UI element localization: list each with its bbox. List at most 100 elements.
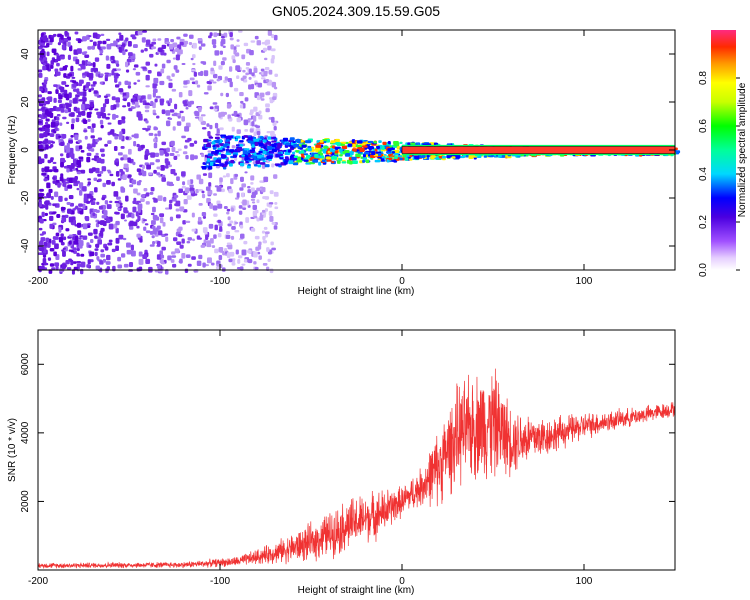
spectrogram-noise-cell [86, 152, 92, 157]
spectrogram-noise-cell [186, 241, 191, 244]
spectrogram-noise-cell [174, 248, 180, 253]
spectrogram-noise-cell [148, 132, 154, 136]
spectrogram-noise-cell [231, 145, 236, 149]
spectrogram-tone-cell [381, 146, 385, 150]
spectrogram-y-tick-label: 40 [20, 48, 31, 60]
snr-x-ticks: -200 -100 0 100 [28, 330, 593, 587]
spectrogram-noise-cell [140, 198, 145, 202]
spectrogram-tone-cell [362, 153, 366, 158]
spectrogram-tone-cell [211, 150, 216, 155]
spectrogram-noise-cell [140, 194, 146, 198]
spectrogram-noise-cell [88, 145, 93, 149]
spectrogram-noise-cell [133, 82, 137, 85]
spectrogram-noise-cell [88, 244, 92, 249]
spectrogram-noise-cell [270, 241, 274, 246]
spectrogram-tone-cell [315, 144, 322, 148]
spectrogram-noise-cell [104, 74, 109, 78]
spectrogram-noise-cell [214, 122, 219, 129]
spectrogram-noise-cell [81, 65, 86, 70]
spectrogram-noise-cell [53, 97, 57, 103]
snr-y-tick-label: 2000 [20, 490, 31, 513]
spectrogram-noise-cell [110, 55, 115, 60]
spectrogram-tone-cell [262, 150, 267, 155]
spectrogram-noise-cell [206, 243, 212, 248]
spectrogram-noise-cell [175, 54, 180, 61]
spectrogram-tone-cell [398, 157, 403, 161]
spectrogram-noise-cell [232, 59, 236, 64]
spectrogram-tone-cell [317, 151, 322, 155]
spectrogram-tone-cell [235, 144, 240, 147]
spectrogram-noise-cell [176, 241, 182, 245]
spectrogram-noise-cell [248, 68, 252, 75]
spectrogram-noise-cell [63, 165, 68, 169]
spectrogram-noise-cell [268, 204, 273, 208]
spectrogram-noise-cell [68, 216, 74, 223]
spectrogram-noise-cell [122, 105, 127, 108]
spectrogram-noise-cell [60, 34, 64, 40]
spectrogram-noise-cell [96, 256, 100, 261]
spectrogram-noise-cell [39, 57, 43, 61]
spectrogram-tone-cell [335, 138, 340, 142]
spectrogram-noise-cell [145, 258, 151, 265]
spectrogram-noise-cell [115, 84, 120, 88]
spectrogram-noise-cell [196, 235, 201, 240]
spectrogram-noise-cell [214, 224, 218, 231]
spectrogram-noise-cell [160, 254, 165, 259]
spectrogram-tone-cell [214, 150, 219, 154]
snr-x-tick-label: 100 [576, 576, 593, 587]
spectrogram-noise-cell [253, 131, 257, 137]
spectrogram-tone-cell [287, 149, 292, 153]
spectrogram-noise-cell [68, 113, 74, 117]
spectrogram-noise-cell [101, 46, 106, 50]
spectrogram-tone-cell [201, 166, 207, 170]
spectrogram-noise-cell [213, 234, 217, 239]
spectrogram-noise-cell [203, 70, 209, 77]
spectrogram-noise-cell [185, 254, 191, 258]
spectrogram-noise-cell [102, 40, 107, 45]
spectrogram-noise-cell [115, 227, 119, 234]
spectrogram-noise-cell [144, 48, 148, 52]
spectrogram-noise-cell [191, 256, 196, 260]
spectrogram-noise-cell [212, 102, 218, 105]
spectrogram-noise-cell [221, 189, 225, 192]
spectrogram-noise-cell [115, 170, 120, 177]
spectrogram-tone-cell [430, 155, 436, 158]
spectrogram-noise-cell [118, 46, 122, 53]
spectrogram-noise-cell [49, 112, 54, 118]
spectrogram-noise-cell [77, 38, 82, 44]
spectrogram-tone-cell [307, 147, 312, 152]
spectrogram-noise-cell [169, 199, 173, 204]
spectrogram-noise-cell [243, 42, 249, 47]
spectrogram-noise-cell [107, 242, 113, 246]
spectrogram-noise-cell [131, 134, 136, 138]
spectrogram-noise-cell [194, 155, 198, 160]
spectrogram-noise-cell [134, 101, 139, 107]
spectrogram-tone-cell [388, 157, 393, 161]
spectrogram-noise-cell [75, 94, 80, 98]
spectrogram-noise-cell [241, 54, 246, 60]
spectrogram-noise-cell [173, 155, 178, 160]
spectrogram-noise-cell [72, 261, 77, 264]
spectrogram-noise-cell [53, 236, 59, 240]
spectrogram-noise-cell [145, 148, 149, 155]
spectrogram-noise-cell [258, 241, 262, 246]
spectrogram-noise-cell [40, 237, 46, 242]
spectrogram-noise-cell [109, 130, 115, 135]
spectrogram-noise-cell [130, 244, 134, 251]
spectrogram-tone-cell [235, 135, 241, 139]
spectrogram-noise-cell [45, 100, 50, 105]
spectrogram-noise-cell [154, 63, 158, 67]
spectrogram-noise-cell [44, 153, 48, 159]
spectrogram-noise-cell [213, 193, 218, 196]
spectrogram-noise-cell [213, 60, 217, 67]
spectrogram-noise-cell [256, 217, 260, 222]
spectrogram-noise-cell [234, 173, 239, 178]
spectrogram-noise-cell [77, 139, 82, 143]
spectrogram-noise-cell [262, 235, 266, 241]
spectrogram-tone-cell [222, 154, 227, 159]
spectrogram-noise-cell [103, 95, 108, 99]
spectrogram-noise-cell [43, 245, 47, 249]
spectrogram-noise-cell [56, 116, 60, 121]
spectrogram-noise-cell [165, 41, 171, 44]
spectrogram-tone-cell [226, 144, 230, 149]
